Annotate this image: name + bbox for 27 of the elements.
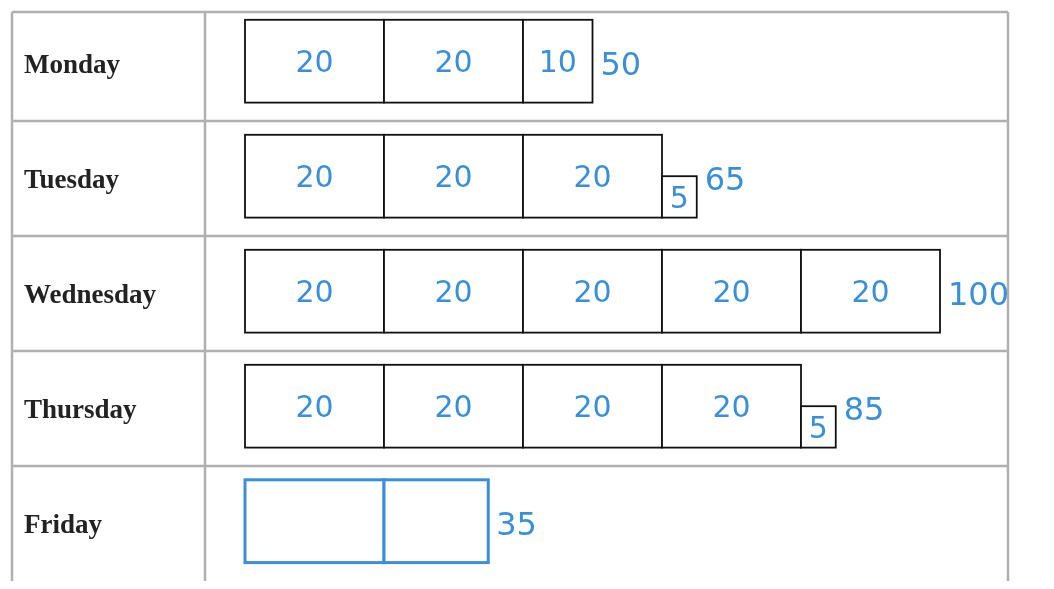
data-label: 5 [808,409,828,445]
data-label: 20 [295,44,334,80]
data-label: 20 [295,274,334,310]
total-label: 100 [948,274,1010,313]
total-label: 50 [600,44,642,83]
data-label: 20 [434,159,473,195]
data-label: 20 [573,274,612,310]
data-label: 20 [712,274,751,310]
data-label: 20 [573,389,612,425]
y-tick-label: Monday [24,48,121,79]
data-label: 10 [538,44,577,80]
y-tick-label: Friday [24,508,103,539]
y-tick-label: Thursday [24,393,138,424]
data-label: 20 [295,159,334,195]
total-label: 85 [843,389,885,428]
data-label: 20 [712,389,751,425]
data-label: 20 [434,389,473,425]
data-label: 20 [295,389,334,425]
y-tick-label: Tuesday [24,163,120,194]
data-label: 20 [851,274,890,310]
total-label: 65 [704,159,746,198]
data-label: 5 [669,179,689,215]
data-label: 20 [434,274,473,310]
data-label: 20 [434,44,473,80]
data-label: 20 [573,159,612,195]
total-label: 35 [496,504,537,543]
y-tick-label: Wednesday [24,278,157,309]
